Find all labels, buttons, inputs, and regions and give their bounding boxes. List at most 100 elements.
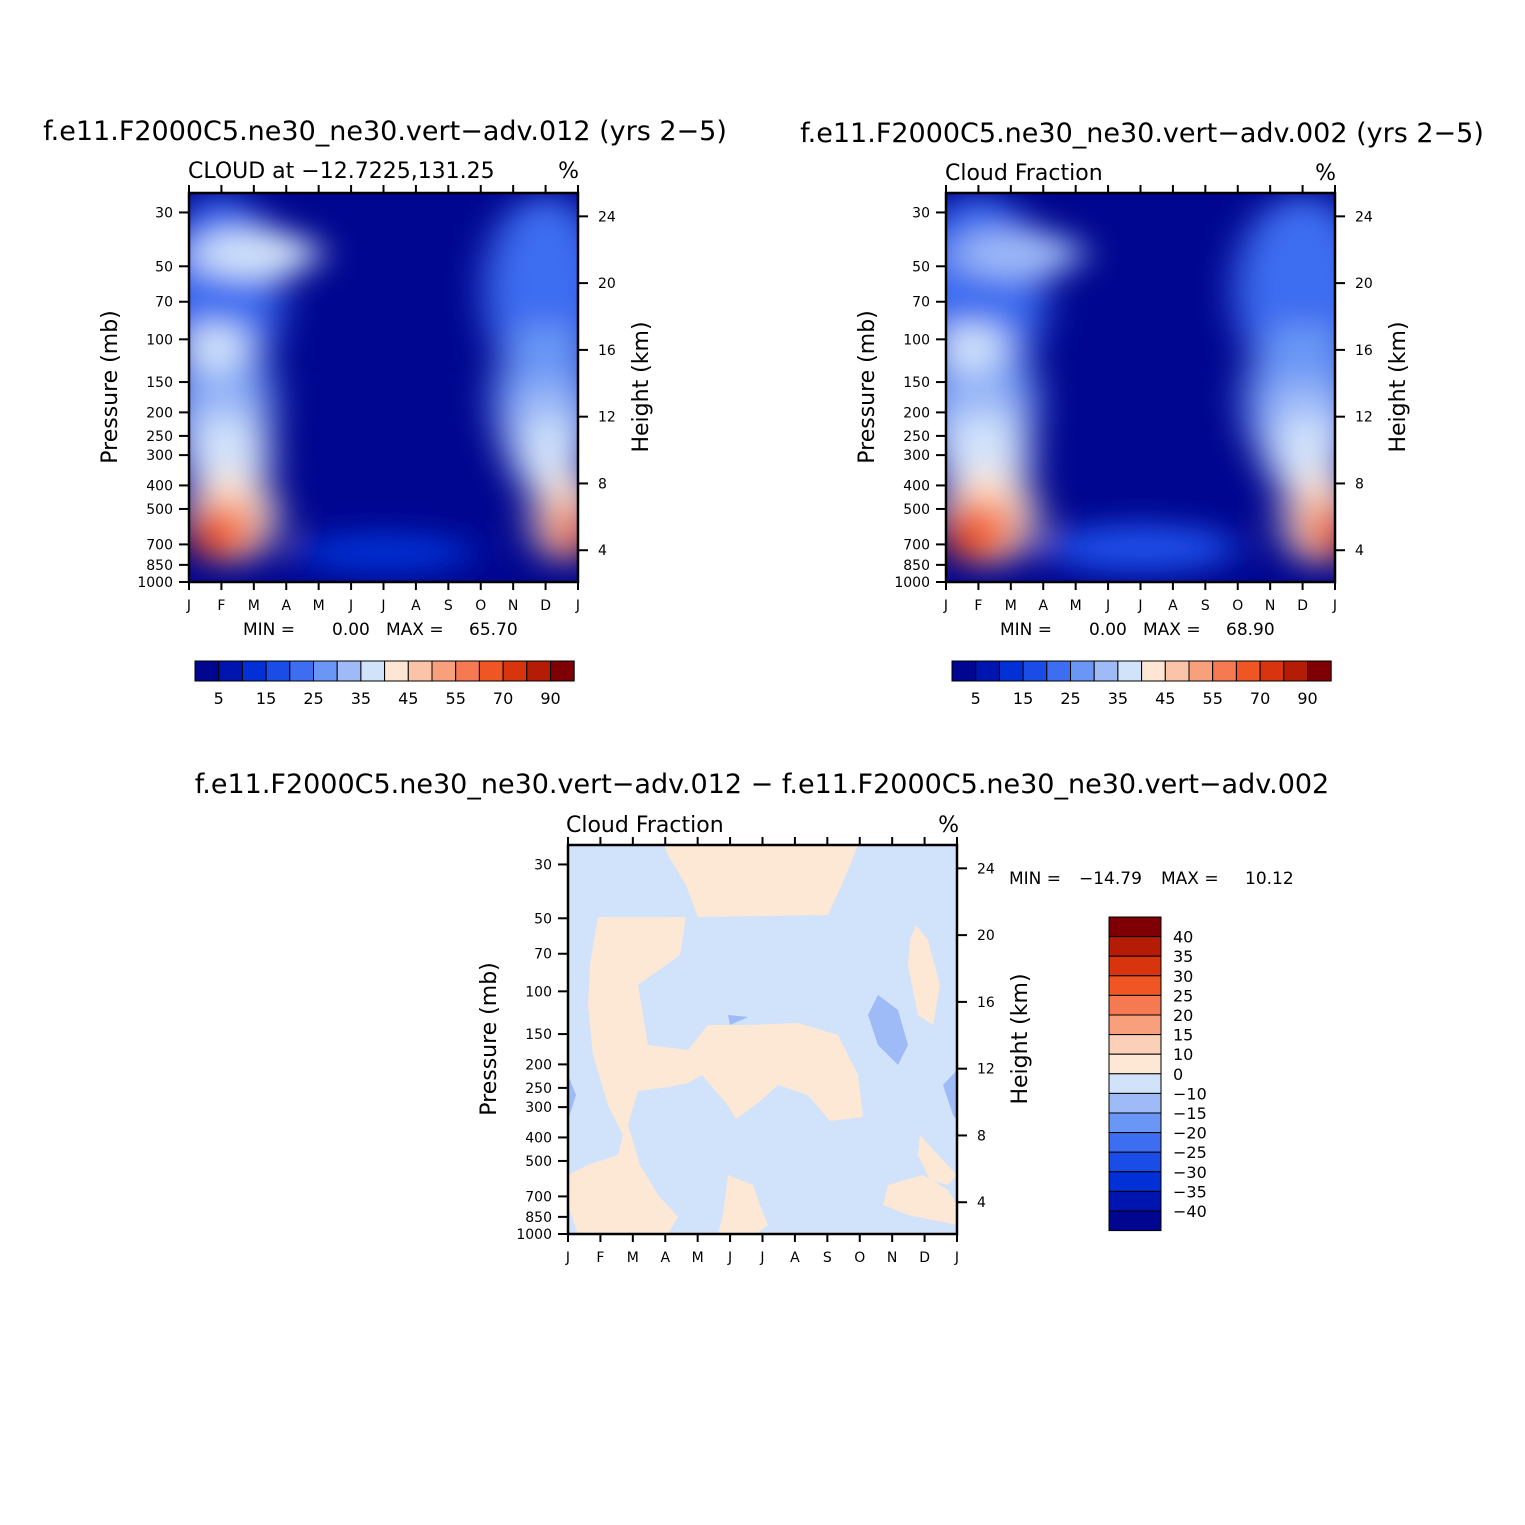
x-tick-label: J [1332, 598, 1337, 614]
x-tick-label: F [217, 598, 225, 614]
x-tick-label: M [1070, 598, 1082, 614]
colorbar-label: 15 [1013, 689, 1033, 708]
panel-diff-ylabel-right: Height (km) [1008, 973, 1033, 1104]
y-tick-label: 400 [903, 478, 930, 494]
y-tick-right-label: 4 [977, 1195, 986, 1211]
x-tick-label: D [540, 598, 551, 614]
colorbar-box [289, 660, 314, 682]
diff-positive-region [718, 1175, 768, 1234]
y-tick-label: 100 [146, 332, 173, 348]
panel-diff-axes: J F M A M J J A S O N D J 30 50 70 100 150 200 250 300 400 500… [516, 837, 995, 1266]
y-tick-label: 200 [146, 405, 173, 421]
panel-b: f.e11.F2000C5.ne30_ne30.vert−adv.002 (yr… [800, 118, 1484, 708]
colorbar-box [1141, 660, 1166, 682]
y-tick-label: 700 [903, 537, 930, 553]
panel-b-title: f.e11.F2000C5.ne30_ne30.vert−adv.002 (yr… [800, 118, 1484, 149]
x-tick-label: F [974, 598, 982, 614]
y-tick-right-label: 24 [1355, 209, 1373, 225]
contour-level-7 [946, 321, 1005, 376]
panel-b-min-value: 0.00 [1089, 620, 1127, 640]
diff-positive-region [883, 1175, 957, 1225]
contour-level-3 [1043, 523, 1238, 573]
y-tick-label: 200 [903, 405, 930, 421]
x-tick-label: J [727, 1250, 732, 1266]
y-tick-right-label: 12 [598, 410, 616, 426]
colorbar-box [1108, 1073, 1162, 1094]
x-tick-label: O [854, 1250, 865, 1266]
y-tick-label: 30 [912, 205, 930, 221]
colorbar-label: −40 [1173, 1202, 1207, 1221]
y-tick-label: 850 [146, 558, 173, 574]
y-tick-right-label: 16 [977, 995, 995, 1011]
colorbar-label: 25 [303, 689, 323, 708]
x-tick-label: A [1168, 598, 1178, 614]
y-tick-right-label: 12 [977, 1062, 995, 1078]
panel-a-max-value: 65.70 [469, 620, 518, 640]
panel-b-ylabel: Pressure (mb) [855, 310, 880, 464]
colorbar-label: 70 [1250, 689, 1270, 708]
diff-negative-region [943, 1070, 957, 1120]
panel-a-min-value: 0.00 [332, 620, 370, 640]
colorbar-box [431, 660, 457, 682]
colorbar-box [526, 660, 551, 682]
panel-b-ylabel-right: Height (km) [1386, 321, 1411, 452]
y-tick-label: 250 [903, 429, 930, 445]
x-tick-label: S [1201, 598, 1210, 614]
colorbar-box [1070, 660, 1095, 682]
panel-a-axes: J F M A M J J A S O N D J 30 50 70 100 150 200 250 300 400 500… [137, 185, 616, 614]
y-tick-label: 100 [903, 332, 930, 348]
panel-diff-max-label: MAX = [1161, 869, 1219, 889]
colorbar-label: −30 [1173, 1163, 1207, 1182]
y-tick-label: 400 [146, 478, 173, 494]
y-tick-label: 250 [525, 1081, 552, 1097]
y-tick-label: 1000 [137, 575, 173, 591]
x-tick-label: J [1137, 598, 1142, 614]
colorbar-label: −25 [1173, 1143, 1207, 1162]
colorbar-label: 30 [1173, 967, 1193, 986]
y-tick-label: 50 [912, 259, 930, 275]
colorbar-label: 55 [1203, 689, 1223, 708]
colorbar-label: −35 [1173, 1182, 1207, 1201]
contour-level-7 [189, 321, 248, 376]
panel-diff-ylabel: Pressure (mb) [477, 962, 502, 1116]
colorbar-box [455, 660, 480, 682]
contour-level-12 [560, 513, 578, 558]
colorbar-label: 5 [214, 689, 224, 708]
x-tick-label: A [411, 598, 421, 614]
colorbar-box [1283, 660, 1309, 682]
colorbar-box [1108, 1190, 1162, 1212]
panel-a-max-label: MAX = [386, 620, 444, 640]
colorbar-box [975, 660, 1000, 682]
panel-diff-max-value: 10.12 [1245, 869, 1294, 889]
x-tick-label: M [313, 598, 325, 614]
colorbar-label: 45 [398, 689, 418, 708]
colorbar-box [265, 660, 291, 682]
y-tick-label: 150 [525, 1027, 552, 1043]
panel-diff-plot-area [568, 845, 957, 1234]
y-tick-right-label: 20 [1355, 276, 1373, 292]
colorbar-label: 20 [1173, 1006, 1193, 1025]
colorbar-label: 35 [1108, 689, 1128, 708]
colorbar-box [194, 660, 220, 682]
x-tick-label: J [575, 598, 580, 614]
x-tick-label: A [1038, 598, 1048, 614]
y-tick-label: 70 [912, 295, 930, 311]
colorbar-label: −20 [1173, 1124, 1207, 1143]
x-tick-label: J [380, 598, 385, 614]
colorbar-label: 70 [493, 689, 513, 708]
colorbar-box [1108, 1014, 1162, 1036]
panel-diff-title: f.e11.F2000C5.ne30_ne30.vert−adv.012 − f… [195, 769, 1330, 800]
y-tick-label: 70 [155, 295, 173, 311]
colorbar-box [313, 660, 338, 682]
colorbar-box [336, 660, 362, 682]
y-tick-label: 250 [146, 429, 173, 445]
x-tick-label: N [887, 1250, 897, 1266]
x-tick-label: F [596, 1250, 604, 1266]
panel-b-contours [946, 195, 1335, 573]
colorbar-box [1022, 660, 1048, 682]
colorbar-box [1093, 660, 1119, 682]
panel-diff-contours [568, 845, 957, 1234]
colorbar-label: 0 [1173, 1065, 1183, 1084]
panel-a-min-label: MIN = [243, 620, 295, 640]
